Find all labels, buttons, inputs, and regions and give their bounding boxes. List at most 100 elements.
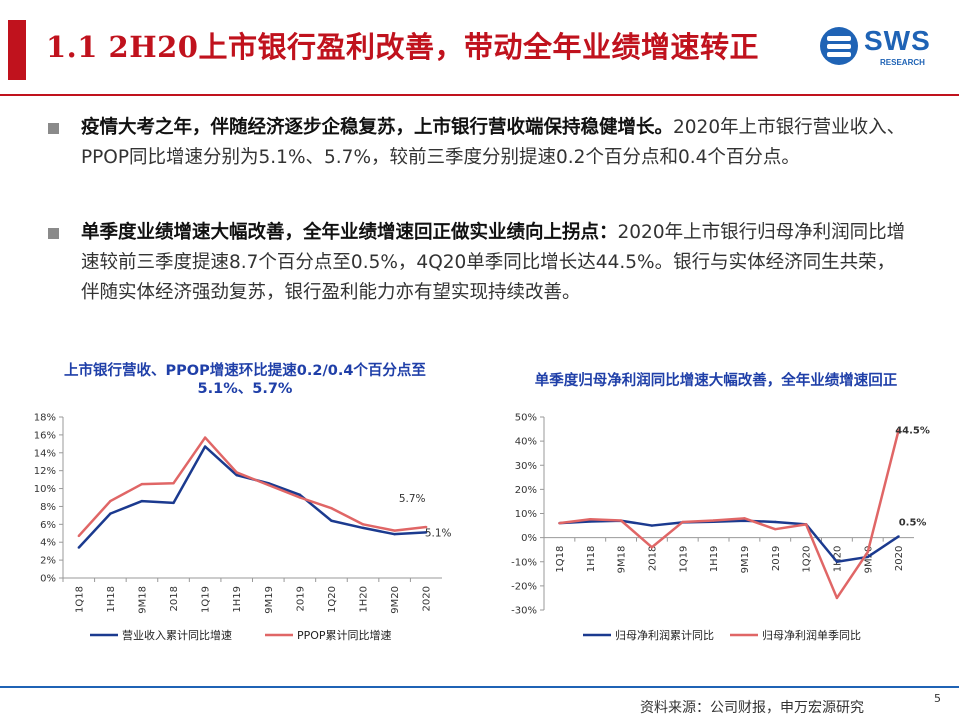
data-point xyxy=(558,521,561,525)
bullet-1-bold: 疫情大考之年，伴随经济逐步企稳复苏，上市银行营收端保持稳健增长。 xyxy=(81,117,674,138)
data-point xyxy=(172,501,175,505)
title-accent-bar xyxy=(8,20,26,80)
x-tick-label: 9M20 xyxy=(390,586,401,614)
x-tick-label: 2020 xyxy=(894,546,905,571)
data-point xyxy=(743,517,746,520)
y-tick-label: 14% xyxy=(34,448,56,459)
x-tick-label: 2019 xyxy=(295,586,306,611)
x-tick-label: 1Q19 xyxy=(678,546,689,573)
data-point xyxy=(774,527,777,531)
bullet-point-1: 疫情大考之年，伴随经济逐步企稳复苏，上市银行营收端保持稳健增长。2020年上市银… xyxy=(48,113,908,173)
data-point xyxy=(361,526,365,530)
data-label: 5.1% xyxy=(425,527,452,539)
x-tick-label: 1H19 xyxy=(709,546,720,573)
bullet-1-text: 2020年上市银行营业收入、PPOP同比增速分别为5.1%、5.7%，较前三季度… xyxy=(81,117,906,168)
x-tick-label: 9M19 xyxy=(740,546,751,574)
y-tick-label: 50% xyxy=(515,413,537,424)
y-tick-label: 0% xyxy=(40,574,56,585)
y-tick-label: -20% xyxy=(511,581,537,592)
data-point xyxy=(393,532,396,536)
y-tick-label: 20% xyxy=(515,485,537,496)
data-point xyxy=(425,531,428,534)
y-tick-label: 10% xyxy=(34,484,56,495)
data-point xyxy=(330,507,333,510)
bullet-square-icon xyxy=(48,123,59,134)
y-tick-label: 4% xyxy=(40,538,56,549)
data-point xyxy=(425,525,428,529)
x-tick-label: 1H20 xyxy=(832,546,843,573)
bullet-square-icon xyxy=(48,228,59,239)
data-point xyxy=(235,471,238,474)
data-point xyxy=(589,518,592,521)
y-tick-label: 16% xyxy=(34,430,56,441)
data-point xyxy=(77,546,80,549)
legend-label: 归母净利润累计同比 xyxy=(615,628,714,642)
title-bar: 1.1 2H20上市银行盈利改善，带动全年业绩增速转正 SWS RESEARCH xyxy=(0,0,959,96)
data-point xyxy=(140,482,144,486)
logo-mark-icon xyxy=(820,27,858,65)
series-line-1 xyxy=(559,429,900,600)
sws-logo: SWS RESEARCH xyxy=(820,25,940,77)
bullet-point-2: 单季度业绩增速大幅改善，全年业绩增速回正做实业绩向上拐点：2020年上市银行归母… xyxy=(48,218,908,308)
data-point xyxy=(712,519,715,522)
x-tick-label: 9M20 xyxy=(863,546,874,574)
logo-subtext: RESEARCH xyxy=(880,58,925,67)
data-point xyxy=(835,560,839,563)
x-tick-label: 1Q18 xyxy=(555,546,566,573)
x-tick-label: 2019 xyxy=(771,546,782,571)
y-tick-label: 18% xyxy=(34,413,56,424)
x-tick-label: 1H18 xyxy=(586,546,597,573)
y-tick-label: 10% xyxy=(515,509,537,520)
data-point xyxy=(361,523,365,526)
data-point xyxy=(866,555,869,559)
x-tick-label: 1Q18 xyxy=(74,586,85,613)
legend-label: PPOP累计同比增速 xyxy=(297,628,392,642)
x-tick-label: 1H18 xyxy=(106,586,117,613)
data-point xyxy=(650,524,654,527)
y-tick-label: -30% xyxy=(511,606,537,617)
x-tick-label: 9M18 xyxy=(137,586,148,614)
chart-1-title: 上市银行营收、PPOP增速环比提速0.2/0.4个百分点至5.1%、5.7% xyxy=(64,363,426,397)
data-point xyxy=(897,535,900,538)
bullet-2-bold: 单季度业绩增速大幅改善，全年业绩增速回正做实业绩向上拐点： xyxy=(81,222,618,243)
footer-line xyxy=(0,686,959,688)
x-tick-label: 2020 xyxy=(422,586,433,611)
y-tick-label: 0% xyxy=(521,533,537,544)
data-point xyxy=(172,481,175,485)
data-point xyxy=(267,483,270,487)
logo-text: SWS xyxy=(864,25,931,56)
y-tick-label: 6% xyxy=(40,520,56,531)
data-point xyxy=(774,520,777,524)
y-tick-label: 30% xyxy=(515,461,537,472)
data-point xyxy=(835,596,839,600)
data-point xyxy=(866,550,869,554)
data-point xyxy=(743,519,746,522)
data-point xyxy=(804,523,808,526)
x-tick-label: 1H20 xyxy=(359,586,370,613)
data-point xyxy=(681,520,684,524)
source-note: 资料来源：公司财报，申万宏源研究 xyxy=(640,700,864,716)
data-point xyxy=(77,534,80,538)
data-point xyxy=(330,519,333,522)
page-number: 5 xyxy=(934,692,941,705)
data-point xyxy=(109,499,112,503)
chart-2-net-profit: -30% -20% -10% 0% 10% 20% 30% 40% 50% 1Q18 1H18 9M1… xyxy=(511,413,930,643)
chart-2-title: 单季度归母净利润同比增速大幅改善，全年业绩增速回正 xyxy=(534,373,898,389)
data-point xyxy=(650,546,654,549)
y-tick-label: 40% xyxy=(515,437,537,448)
x-tick-label: 1H19 xyxy=(232,586,243,613)
x-tick-label: 1Q20 xyxy=(327,586,338,613)
data-point xyxy=(589,520,592,523)
title-underline xyxy=(0,94,959,96)
data-point xyxy=(109,512,112,515)
x-tick-label: 9M18 xyxy=(617,546,628,574)
data-point xyxy=(298,496,302,499)
x-tick-label: 2018 xyxy=(647,546,658,571)
x-tick-label: 1Q19 xyxy=(201,586,212,613)
data-point xyxy=(619,519,623,522)
series-line-0 xyxy=(77,445,427,549)
data-label: 0.5% xyxy=(899,517,927,528)
x-tick-label: 1Q20 xyxy=(802,546,813,573)
bullet-2-text: 2020年上市银行归母净利润同比增速较前三季度提速8.7个百分点至0.5%，4Q… xyxy=(81,222,906,303)
legend-label: 归母净利润单季同比 xyxy=(762,628,861,642)
